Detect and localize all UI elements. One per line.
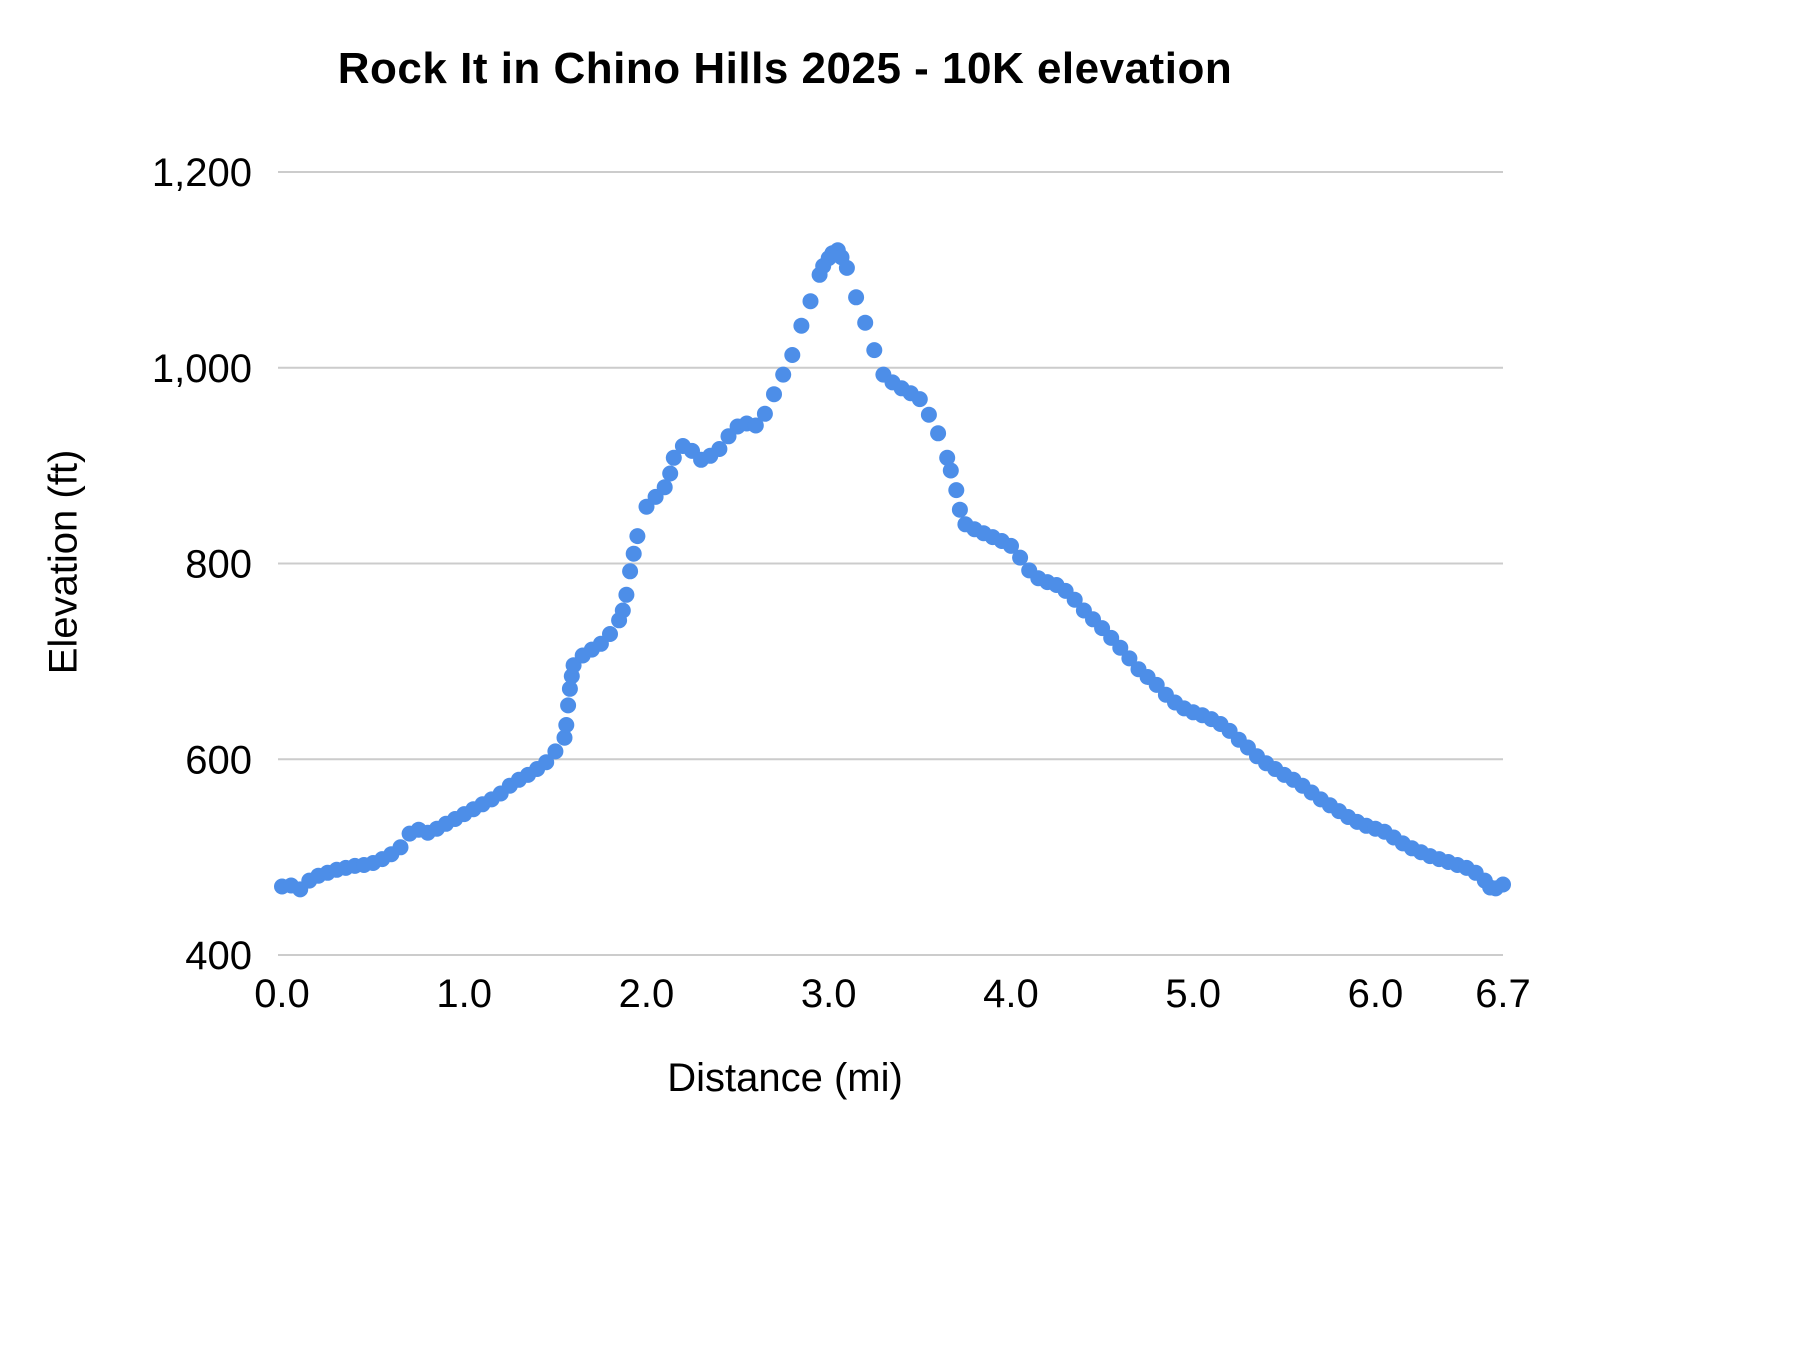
chart-title: Rock It in Chino Hills 2025 - 10K elevat… [337,44,1233,93]
data-point [618,586,635,603]
data-point [538,754,555,771]
gridlines [278,171,1503,956]
data-point [1012,549,1029,566]
data-point [942,462,959,479]
x-axis-title: Distance (mi) [667,1056,903,1100]
data-point [939,449,956,466]
data-point [951,501,968,518]
data-point [711,441,728,457]
data-point [766,386,782,403]
data-point [665,449,682,466]
data-point [930,425,947,442]
data-point [614,602,631,619]
data-point [622,563,639,580]
data-point [602,626,618,642]
x-tick-labels: 0.0 1.0 2.0 3.0 4.0 5.0 6.0 6.7 [254,972,1531,1016]
data-point [948,482,965,499]
x-tick-label: 6.7 [1475,972,1531,1016]
x-tick-label: 4.0 [983,972,1039,1016]
x-tick-label: 3.0 [801,972,857,1016]
data-point [656,479,673,496]
data-point [392,839,409,856]
data-point [629,528,646,545]
data-point [848,289,865,306]
data-point [838,259,855,276]
x-tick-label: 0.0 [254,972,310,1016]
data-point [1003,537,1019,554]
data-point [784,347,801,363]
x-tick-label: 2.0 [619,972,675,1016]
y-tick-label: 1,000 [152,347,252,391]
data-point [866,342,883,359]
y-tick-label: 600 [185,738,252,782]
data-point [775,366,792,383]
data-point [911,391,928,408]
data-point [747,417,764,434]
series-elevation [274,242,1511,898]
x-tick-label: 5.0 [1165,972,1221,1016]
y-tick-label: 1,200 [152,151,252,195]
x-tick-label: 1.0 [436,972,492,1016]
data-point [1495,876,1511,893]
data-point [920,406,937,423]
data-point [756,405,773,422]
data-point [793,317,810,334]
y-tick-label: 400 [185,934,252,978]
data-point [547,743,564,760]
y-tick-labels: 400 600 800 1,000 1,200 [152,151,252,978]
data-point [561,680,578,697]
data-point [1121,650,1138,667]
data-point [558,717,575,733]
data-point [802,293,819,310]
x-tick-label: 6.0 [1348,972,1404,1016]
data-point [560,697,577,714]
data-point [556,729,573,746]
data-point [625,545,642,562]
data-point [662,465,679,482]
data-point [1066,591,1083,608]
y-tick-label: 800 [185,543,252,587]
data-point [1112,639,1129,656]
data-point [857,314,874,331]
